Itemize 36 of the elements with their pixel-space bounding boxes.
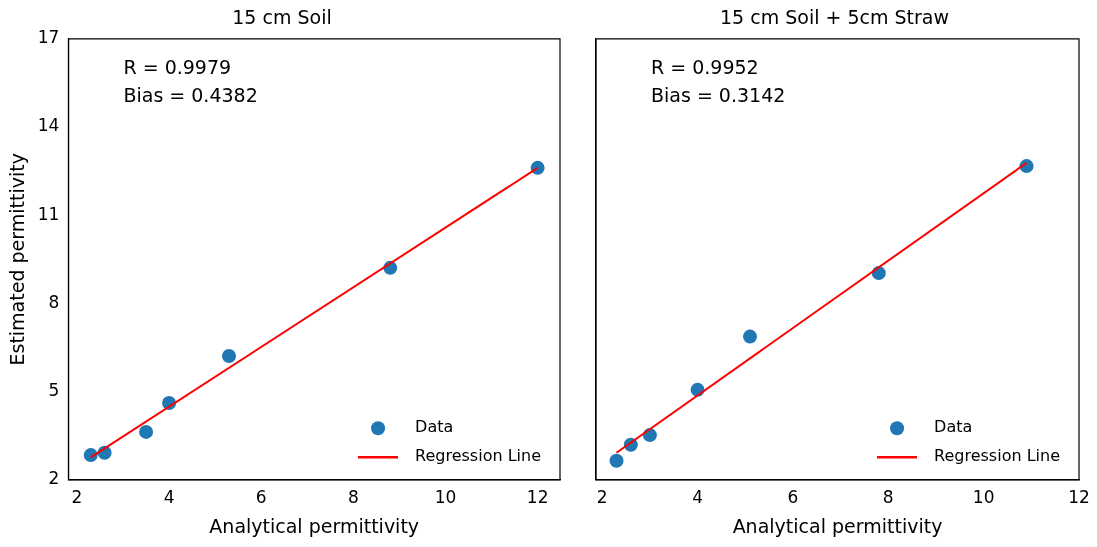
y-tick-label: 2 [48, 468, 60, 489]
annotation: R = 0.9979 [123, 55, 232, 78]
y-tick-label: 11 [37, 203, 60, 224]
y-tick-label: 14 [37, 115, 60, 136]
x-tick-label: 6 [255, 487, 267, 508]
point [530, 160, 545, 175]
annotation: Bias = 0.3142 [651, 83, 786, 106]
legend-label: Regression Line [934, 446, 1061, 466]
x-tick-label: 2 [71, 487, 83, 508]
y-tick-label: 5 [48, 380, 60, 401]
x-tick-label: 12 [1068, 487, 1090, 508]
chart-title: 15 cm Soil [232, 6, 332, 29]
x-tick-label: 8 [347, 487, 359, 508]
point [743, 329, 758, 344]
chart-title: 15 cm Soil + 5cm Straw [719, 6, 950, 29]
y-axis-title: Estimated permittivity [6, 153, 29, 366]
x-tick-label: 2 [596, 487, 608, 508]
legend-label: Regression Line [415, 446, 542, 466]
x-tick-label: 4 [163, 487, 175, 508]
x-tick-label: 6 [787, 487, 799, 508]
x-axis-title: Analytical permittivity [732, 514, 943, 537]
legend-label: Data [415, 417, 454, 437]
y-tick-label: 17 [37, 27, 60, 48]
x-tick-label: 8 [882, 487, 894, 508]
x-axis-title: Analytical permittivity [209, 514, 420, 537]
point [609, 453, 624, 468]
x-tick-label: 12 [526, 487, 549, 508]
x-tick-label: 10 [434, 487, 457, 508]
point [221, 349, 236, 364]
legend-label: Data [934, 417, 973, 437]
x-tick-label: 10 [972, 487, 995, 508]
annotation: Bias = 0.4382 [123, 83, 258, 106]
x-tick-label: 4 [692, 487, 703, 508]
y-tick-label: 8 [48, 291, 60, 312]
point [139, 424, 154, 439]
annotation: R = 0.9952 [651, 55, 759, 78]
